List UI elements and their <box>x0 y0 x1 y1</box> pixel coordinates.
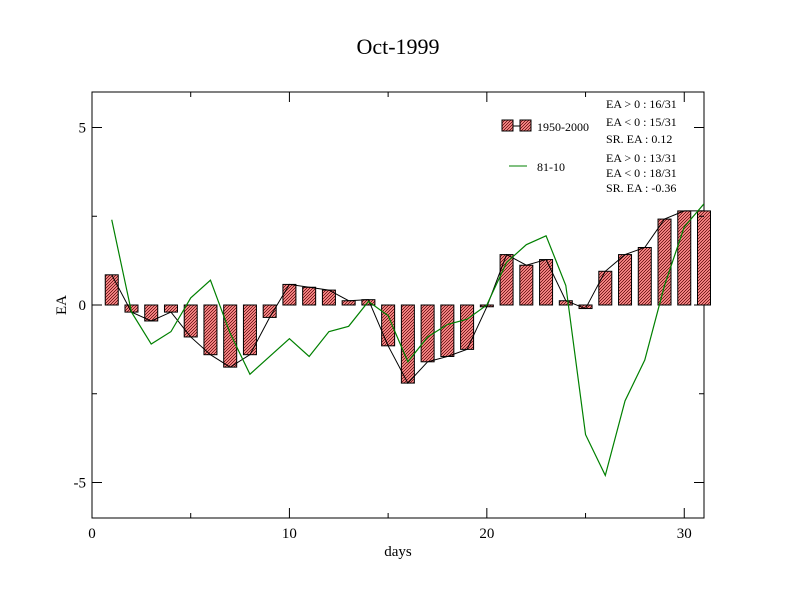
bar <box>341 300 356 306</box>
bar <box>677 210 692 306</box>
bar <box>519 264 534 306</box>
stats-bar-negative: EA < 0 : 15/31 <box>606 115 677 129</box>
bar <box>539 259 554 306</box>
legend-bar-label: 1950-2000 <box>537 120 589 134</box>
bar <box>203 304 218 356</box>
y-tick-label: 5 <box>79 121 87 137</box>
bar <box>282 283 297 306</box>
bar <box>657 218 672 306</box>
x-axis-label: days <box>384 544 412 560</box>
bar <box>460 304 475 350</box>
bar <box>618 254 633 306</box>
bar <box>104 274 119 306</box>
x-tick-label: 10 <box>282 526 297 542</box>
x-tick-label: 20 <box>479 526 494 542</box>
legend-line-label: 81-10 <box>537 160 565 174</box>
bar <box>598 270 613 306</box>
bar <box>440 304 455 357</box>
y-tick-label: -5 <box>74 476 87 492</box>
x-tick-label: 30 <box>677 526 692 542</box>
bar <box>223 304 238 368</box>
stats-bar-positive: EA > 0 : 16/31 <box>606 97 677 111</box>
stats-bar-sr: SR. EA : 0.12 <box>606 132 672 146</box>
bar <box>302 286 317 306</box>
legend-bar-swatch <box>519 119 532 132</box>
stats-line-sr: SR. EA : -0.36 <box>606 181 676 195</box>
chart-title: Oct-1999 <box>356 34 439 59</box>
bar <box>163 304 178 313</box>
x-tick-label: 0 <box>88 526 96 542</box>
bar <box>697 210 711 306</box>
y-tick-label: 0 <box>79 298 87 314</box>
axis-ticks: 0 10 20 30 -5 0 5 <box>74 92 704 542</box>
line-81-10 <box>111 203 704 478</box>
legend-bar-swatch <box>501 119 514 132</box>
line-series <box>111 203 704 478</box>
stats-line-positive: EA > 0 : 13/31 <box>606 151 677 165</box>
bar-series <box>104 210 711 384</box>
bar <box>637 246 652 306</box>
bar <box>262 304 277 318</box>
bar <box>183 304 198 338</box>
bar-series-line <box>111 210 704 384</box>
stats-line-negative: EA < 0 : 18/31 <box>606 166 677 180</box>
y-axis-label: EA <box>54 295 70 315</box>
bar <box>400 304 415 384</box>
legend: 1950-2000 81-10 EA > 0 : 16/31 EA < 0 : … <box>501 97 677 195</box>
bar <box>242 304 257 356</box>
